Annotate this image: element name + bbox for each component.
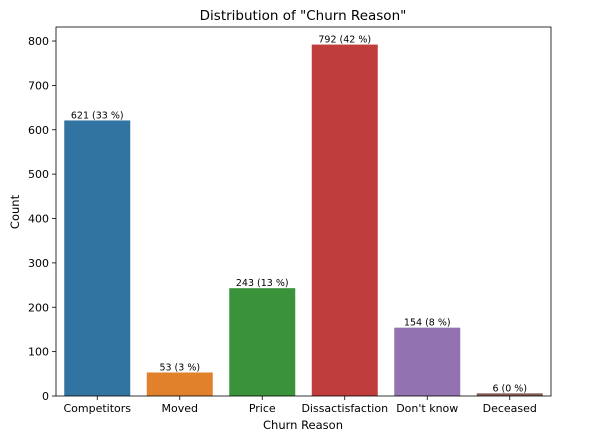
- data-labels-layer: 621 (33 %) 53 (3 %) 243 (13 %) 792 (42 %) 15…: [71, 35, 527, 395]
- bar-data-label: 53 (3 %): [159, 362, 200, 373]
- y-tick-label: 200: [28, 301, 49, 314]
- x-tick-label: Don't know: [396, 402, 458, 415]
- bar-data-label: 792 (42 %): [318, 35, 371, 46]
- bar-dissactisfaction: [311, 44, 378, 396]
- y-tick-label: 400: [28, 213, 49, 226]
- y-tick-label: 700: [28, 79, 49, 92]
- bar-don-t-know: [394, 327, 461, 396]
- plot-frame: [55, 26, 552, 397]
- bar-deceased: [476, 393, 543, 396]
- y-tick-label: 100: [28, 346, 49, 359]
- y-tick-label: 0: [42, 390, 49, 403]
- y-axis-title: Count: [8, 194, 22, 229]
- y-tick-label: 300: [28, 257, 49, 270]
- x-axis: Competitors Moved Price Dissactisfaction Don…: [63, 396, 537, 415]
- bar-price: [229, 288, 296, 396]
- bar-competitors: [64, 120, 131, 396]
- y-tick-label: 600: [28, 124, 49, 137]
- x-axis-title: Churn Reason: [263, 418, 343, 432]
- bars-layer: [64, 44, 543, 396]
- x-tick-label: Price: [249, 402, 276, 415]
- bar-data-label: 243 (13 %): [236, 278, 289, 289]
- bar-data-label: 154 (8 %): [404, 318, 451, 329]
- x-tick-label: Competitors: [63, 402, 131, 415]
- y-tick-label: 500: [28, 168, 49, 181]
- x-tick-label: Dissactisfaction: [301, 402, 388, 415]
- x-tick-label: Moved: [162, 402, 198, 415]
- bar-moved: [146, 372, 213, 396]
- y-axis: 0 100 200 300 400 500 600 700 800: [28, 35, 56, 403]
- bar-data-label: 6 (0 %): [492, 383, 527, 394]
- y-tick-label: 800: [28, 35, 49, 48]
- bar-data-label: 621 (33 %): [71, 110, 124, 121]
- x-tick-label: Deceased: [483, 402, 537, 415]
- chart-title: Distribution of "Churn Reason": [200, 8, 407, 24]
